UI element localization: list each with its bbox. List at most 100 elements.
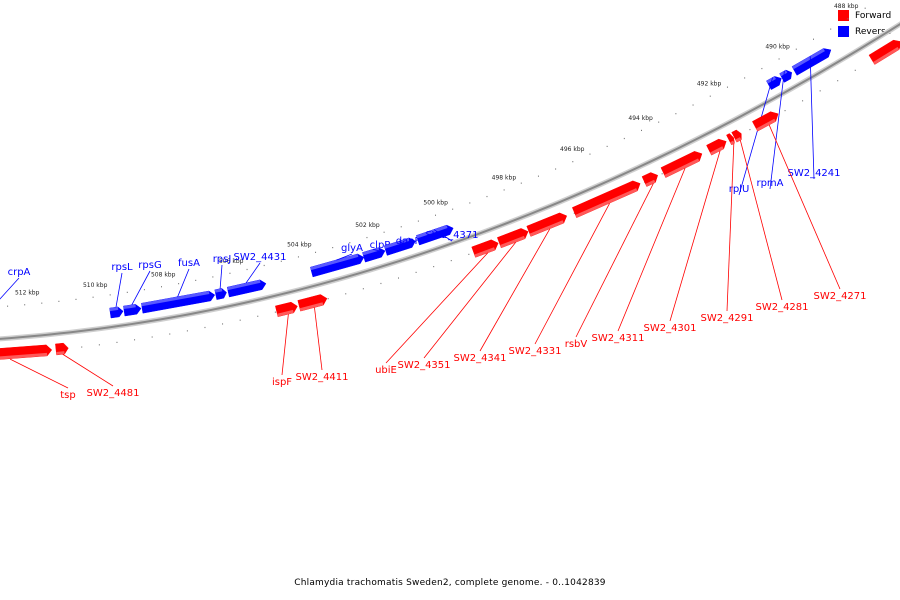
- gene-arrow-highlight: [474, 247, 496, 258]
- legend: Forward Reverse: [838, 9, 891, 41]
- gene-label: SW2_4411: [295, 372, 348, 383]
- gene-label: rpsL: [111, 262, 133, 273]
- kbp-tick-label: 498 kbp: [492, 174, 517, 181]
- forward-gene[interactable]: [868, 39, 900, 65]
- gene-arrow-body[interactable]: [726, 133, 735, 146]
- label-leader-line: [219, 264, 223, 289]
- gene-arrow-body[interactable]: [55, 342, 69, 356]
- gene-arrow-body[interactable]: [0, 344, 53, 362]
- reverse-gene[interactable]: rpmA: [756, 69, 792, 190]
- forward-gene[interactable]: tsp: [0, 344, 76, 401]
- forward-gene[interactable]: SW2_4341: [453, 212, 568, 364]
- gene-label: SW2_4281: [755, 302, 808, 313]
- reverse-gene[interactable]: clpP: [362, 240, 390, 263]
- kbp-tick-label: 512 kbp: [15, 289, 40, 296]
- kbp-tick-label: 500 kbp: [423, 200, 448, 207]
- label-leader-line: [768, 124, 841, 290]
- label-leader-line: [739, 140, 783, 301]
- gene-arrow-highlight: [792, 48, 825, 70]
- forward-gene[interactable]: SW2_4291: [700, 133, 754, 324]
- forward-gene[interactable]: ispF: [272, 301, 298, 388]
- gene-arrow-highlight: [575, 188, 638, 218]
- reverse-gene[interactable]: SW2_4431: [226, 252, 287, 298]
- gene-arrow-highlight: [529, 220, 564, 237]
- kbp-axis: 512 kbp 510 kbp 508 kbp 506 kbp 504 kbp 502 k…: [7, 3, 891, 355]
- kbp-tick-label: 492 kbp: [697, 81, 722, 88]
- gene-arrow-highlight: [766, 76, 776, 84]
- gene-arrow-highlight: [710, 146, 724, 156]
- reverse-gene[interactable]: rpsG: [123, 260, 162, 317]
- label-leader-line: [534, 203, 610, 345]
- gene-arrow-body[interactable]: [109, 306, 124, 319]
- forward-gene[interactable]: SW2_4281: [731, 129, 809, 313]
- reverse-gene[interactable]: rpsJ: [213, 254, 232, 300]
- gene-arrow-body[interactable]: [383, 237, 416, 256]
- gene-arrow-highlight: [299, 302, 324, 312]
- gene-arrow-highlight: [109, 306, 119, 312]
- gene-label: SW2_4301: [643, 323, 696, 334]
- label-leader-line: [738, 77, 774, 196]
- forward-gene[interactable]: SW2_4311: [591, 151, 703, 344]
- kbp-tick-label: 494 kbp: [628, 115, 653, 122]
- reverse-gene[interactable]: rplU: [729, 76, 782, 196]
- gene-arrow-highlight: [416, 225, 448, 239]
- forward-gene[interactable]: SW2_4351: [397, 228, 529, 371]
- gene-arrow-body[interactable]: [310, 253, 365, 278]
- gene-arrow-body[interactable]: [779, 69, 792, 83]
- gene-arrow-body[interactable]: [526, 212, 568, 237]
- gene-arrow-body[interactable]: [471, 239, 499, 258]
- gene-label: SW2_4431: [233, 252, 286, 263]
- reverse-gene[interactable]: glyA: [310, 243, 365, 278]
- forward-gene[interactable]: SW2_4301: [643, 138, 727, 334]
- gene-arrow-body[interactable]: [297, 294, 328, 312]
- gene-arrow-body[interactable]: [226, 279, 267, 298]
- gene-arrow-highlight: [0, 352, 48, 360]
- reverse-gene[interactable]: dapF: [383, 236, 421, 256]
- gene-arrow-body[interactable]: [752, 111, 779, 132]
- gene-arrow-body[interactable]: [214, 288, 227, 300]
- forward-gene[interactable]: SW2_4411: [295, 294, 349, 383]
- forward-gene[interactable]: SW2_4331: [508, 180, 641, 357]
- gene-arrow-body[interactable]: [660, 151, 703, 178]
- gene-arrow-body[interactable]: [641, 172, 659, 187]
- gene-arrow-body[interactable]: [275, 301, 298, 317]
- gene-label: dapF: [396, 236, 421, 247]
- kbp-tick-label: 506 kbp: [219, 258, 244, 265]
- gene-arrow-body[interactable]: [496, 228, 529, 249]
- label-leader-line: [131, 270, 151, 305]
- reverse-swatch: [838, 26, 849, 37]
- gene-label: rplU: [729, 184, 750, 195]
- forward-gene[interactable]: ubiE: [375, 239, 499, 376]
- reverse-gene[interactable]: rpsL: [109, 262, 133, 319]
- gene-arrow-body[interactable]: [141, 290, 216, 314]
- gene-arrow-body[interactable]: [868, 39, 900, 65]
- reverse-gene[interactable]: fusA: [141, 258, 216, 314]
- gene-arrow-highlight: [214, 288, 223, 293]
- reverse-gene[interactable]: SW2_4371: [415, 224, 479, 246]
- gene-arrow-highlight: [227, 279, 261, 291]
- gene-arrow-body[interactable]: [706, 138, 727, 156]
- gene-label: SW2_4311: [591, 333, 644, 344]
- gene-arrow-body[interactable]: [731, 129, 742, 143]
- label-leader-line: [9, 358, 69, 389]
- label-leader-line: [177, 268, 190, 298]
- gene-arrow-highlight: [384, 237, 410, 249]
- gene-arrow-body[interactable]: [791, 48, 832, 76]
- gene-arrow-body[interactable]: [123, 303, 142, 317]
- label-leader-line: [314, 307, 323, 371]
- gene-arrow-highlight: [779, 70, 788, 77]
- forward-gene[interactable]: SW2_4271: [752, 111, 867, 302]
- label-leader-line: [0, 277, 20, 300]
- label-leader-line: [336, 253, 353, 261]
- gene-label: SW2_4271: [813, 291, 866, 302]
- reverse-gene[interactable]: SW2_4241: [787, 48, 841, 180]
- kbp-tick-label: 504 kbp: [287, 241, 312, 248]
- forward-gene[interactable]: SW2_4481: [55, 342, 140, 399]
- forward-swatch: [838, 10, 849, 21]
- label-leader-line: [726, 143, 735, 312]
- gene-arrow-body[interactable]: [571, 180, 641, 219]
- reverse-gene[interactable]: crpA: [0, 267, 31, 332]
- forward-gene[interactable]: rsbV: [565, 172, 659, 350]
